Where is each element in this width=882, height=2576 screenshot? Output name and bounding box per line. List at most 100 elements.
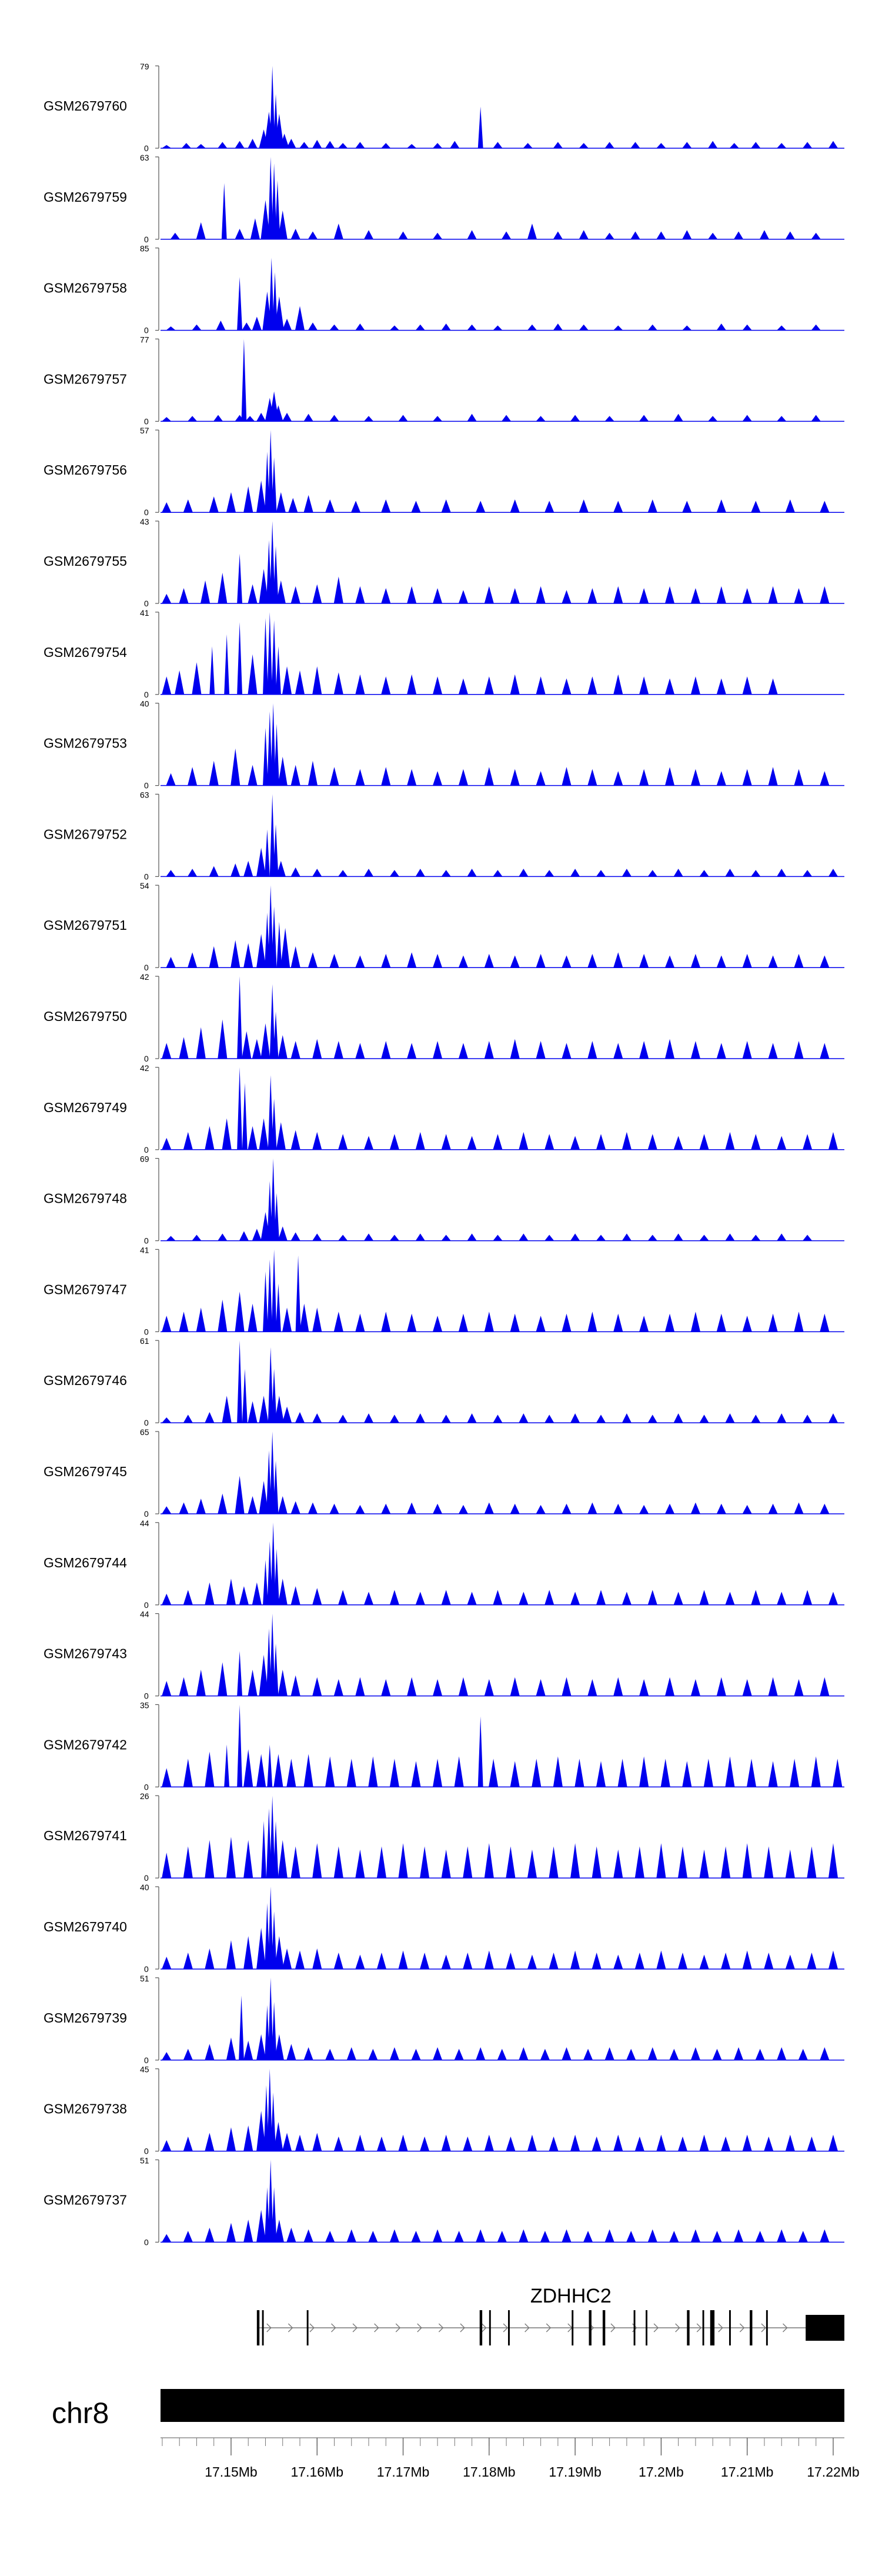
coverage-peak <box>209 646 215 695</box>
coverage-peak <box>553 231 563 239</box>
coverage-peak <box>205 2044 215 2060</box>
coverage-peak <box>312 1588 322 1605</box>
coverage-peak <box>312 1039 322 1059</box>
coverage-peak <box>299 1303 309 1332</box>
coverage-peak <box>183 1759 193 1787</box>
track-label: GSM2679747 <box>44 1282 127 1297</box>
y-min-label: 0 <box>144 1236 149 1246</box>
coverage-peak <box>290 229 300 239</box>
coverage-peak <box>785 499 795 513</box>
coverage-peak <box>312 869 322 877</box>
coverage-peak <box>828 869 838 877</box>
coverage-peak <box>226 2223 236 2243</box>
coverage-peak <box>807 1953 817 1969</box>
strand-arrow <box>718 2323 723 2333</box>
strand-arrow <box>438 2323 444 2333</box>
coverage-peak <box>196 222 206 239</box>
coverage-peak <box>170 232 180 239</box>
coverage-peak <box>441 1134 451 1150</box>
coverage-peak <box>183 1953 193 1969</box>
coverage-peak <box>235 1476 245 1514</box>
coverage-peak <box>622 869 632 877</box>
coverage-peak <box>682 325 692 331</box>
coverage-peak <box>162 1316 172 1332</box>
coverage-peak <box>266 1629 272 1696</box>
coverage-peak <box>699 1849 709 1878</box>
coverage-peak <box>325 2048 335 2060</box>
coverage-peak <box>248 584 258 603</box>
coverage-peak <box>734 2047 744 2060</box>
coverage-peak <box>237 277 243 331</box>
coverage-peak <box>639 676 649 695</box>
coverage-peak <box>716 678 726 695</box>
coverage-peak <box>803 1134 813 1150</box>
coverage-peak <box>196 1499 206 1514</box>
coverage-peak <box>271 2001 277 2060</box>
coverage-peak <box>768 678 778 695</box>
coverage-peak <box>290 1232 300 1241</box>
coverage-peak <box>664 767 675 786</box>
coverage-peak <box>570 1591 580 1605</box>
coverage-peak <box>527 324 537 331</box>
coverage-peak <box>333 1679 343 1696</box>
coverage-peak <box>467 324 477 331</box>
track-label: GSM2679745 <box>44 1464 127 1479</box>
coverage-peak <box>604 232 614 239</box>
coverage-peak <box>270 2093 276 2151</box>
coverage-peak <box>282 2133 292 2151</box>
coverage-peak <box>162 1681 172 1696</box>
coverage-peak <box>274 1549 279 1605</box>
coverage-peak <box>716 955 726 968</box>
coverage-peak <box>746 1759 757 1787</box>
coverage-peak <box>411 2231 421 2243</box>
coverage-peak <box>273 405 283 422</box>
coverage-peak <box>183 1846 193 1878</box>
coverage-tracks: GSM2679760790GSM2679759630GSM2679758850G… <box>44 62 844 2247</box>
coverage-peak <box>381 1503 391 1514</box>
coverage-peak <box>381 1679 391 1696</box>
coverage-peak <box>690 1041 700 1059</box>
coverage-peak <box>604 2047 614 2060</box>
coverage-peak <box>218 1019 228 1059</box>
coverage-peak <box>742 953 752 968</box>
strand-arrow <box>739 2323 745 2333</box>
coverage-peak <box>268 2160 273 2243</box>
coverage-peak <box>549 1953 559 1969</box>
coverage-peak <box>290 1586 300 1605</box>
track-label: GSM2679755 <box>44 553 127 569</box>
coverage-peak <box>510 1503 520 1514</box>
coverage-peak <box>803 1590 813 1605</box>
track-label: GSM2679752 <box>44 826 127 842</box>
coverage-peak <box>389 1759 399 1787</box>
y-min-label: 0 <box>144 1782 149 1791</box>
coverage-peak <box>308 231 318 239</box>
coverage-peak <box>716 1677 726 1696</box>
y-max-label: 43 <box>140 517 149 526</box>
coverage-peak <box>574 1759 584 1787</box>
coverage-peak <box>703 1759 713 1787</box>
coverage-peak <box>181 143 191 148</box>
axis-tick-label: 17.2Mb <box>639 2464 684 2480</box>
y-max-label: 51 <box>140 2155 149 2165</box>
coverage-peak <box>570 2134 580 2151</box>
coverage-peak <box>325 2231 335 2243</box>
track-label: GSM2679748 <box>44 1191 127 1206</box>
coverage-peak <box>201 580 211 603</box>
coverage-peak <box>290 1041 300 1059</box>
coverage-peak <box>280 927 290 968</box>
coverage-peak <box>785 231 795 239</box>
coverage-peak <box>325 141 335 148</box>
y-min-label: 0 <box>144 690 149 699</box>
coverage-peak <box>295 670 305 695</box>
coverage-peak <box>415 869 425 877</box>
coverage-peak <box>467 1136 477 1150</box>
coverage-peak <box>807 2136 817 2151</box>
coverage-peak <box>798 2231 808 2243</box>
strand-arrow <box>653 2323 659 2333</box>
coverage-peak <box>162 1768 172 1787</box>
coverage-peak <box>162 417 172 422</box>
coverage-peak <box>484 1843 494 1878</box>
coverage-peak <box>742 324 752 331</box>
coverage-peak <box>716 1503 726 1514</box>
coverage-peak <box>183 2231 193 2243</box>
